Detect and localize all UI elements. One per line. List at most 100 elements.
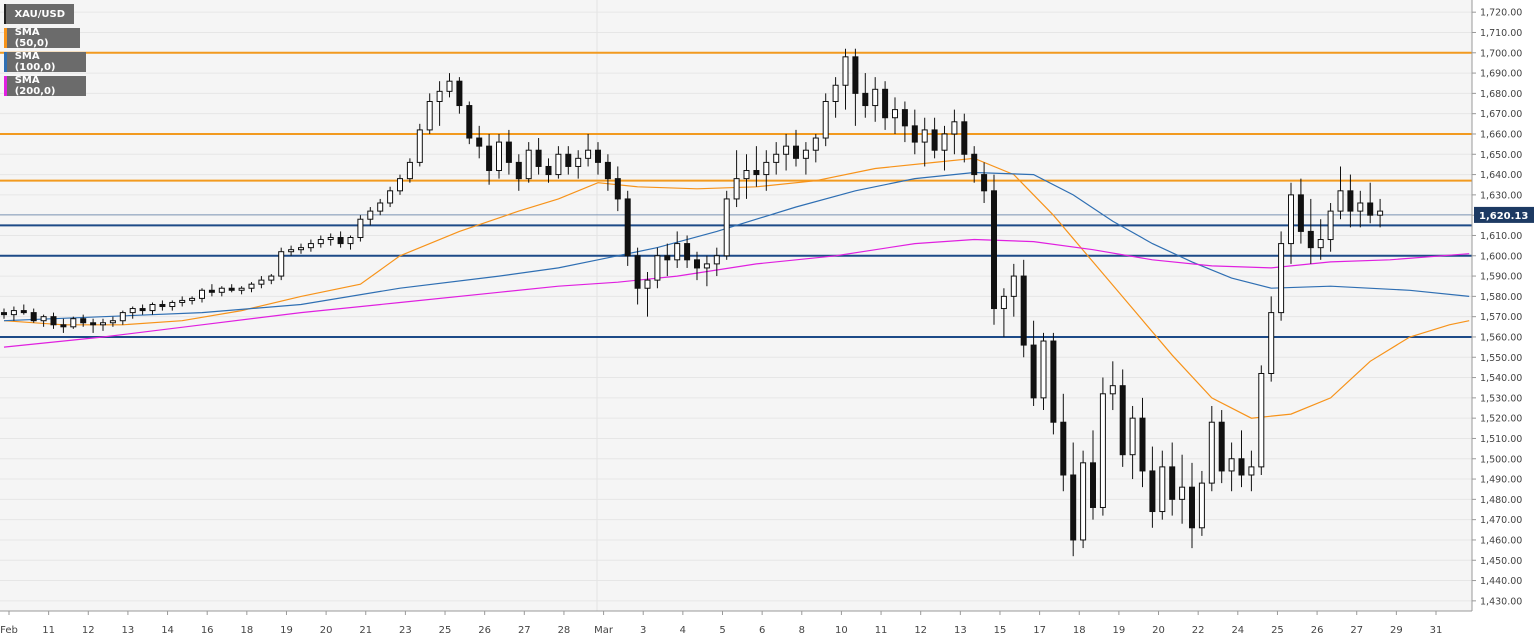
- y-tick-label: 1,510.00: [1480, 434, 1522, 445]
- legend-item: SMA (50,0): [4, 27, 80, 49]
- candle-down: [793, 145, 799, 159]
- y-tick-label: 1,720.00: [1480, 8, 1522, 19]
- x-tick-label: 25: [1271, 625, 1284, 636]
- candle-down: [1060, 421, 1067, 476]
- candle-up: [496, 141, 502, 172]
- candle-up: [1080, 462, 1087, 541]
- candle-down: [1238, 458, 1245, 476]
- x-tick-label: 4: [680, 625, 686, 636]
- candle-up: [179, 299, 186, 303]
- candle-down: [595, 149, 601, 163]
- candle-up: [1099, 393, 1106, 508]
- candle-down: [1297, 194, 1304, 232]
- x-tick-label: 3: [640, 625, 646, 636]
- x-tick-label: 28: [558, 625, 571, 636]
- candle-down: [1189, 486, 1195, 529]
- candle-down: [624, 198, 631, 257]
- candle-up: [1258, 373, 1265, 468]
- candle-up: [10, 310, 17, 316]
- candle-down: [1347, 190, 1354, 212]
- candle-up: [169, 301, 176, 308]
- y-tick-label: 1,480.00: [1480, 495, 1522, 506]
- last-price-badge: [1474, 206, 1534, 223]
- y-tick-label: 1,660.00: [1480, 129, 1522, 140]
- candle-up: [951, 121, 958, 135]
- candle-up: [733, 178, 740, 200]
- candle-down: [20, 310, 27, 314]
- y-tick-label: 1,600.00: [1480, 251, 1522, 262]
- candle-down: [456, 80, 463, 107]
- candle-up: [1268, 312, 1275, 375]
- candle-down: [486, 145, 493, 172]
- candle-up: [575, 157, 582, 167]
- candle-down: [565, 153, 572, 167]
- x-tick-label: 20: [320, 625, 333, 636]
- candle-down: [466, 105, 473, 139]
- x-tick-label: 20: [1152, 625, 1165, 636]
- x-tick-label: 22: [1192, 625, 1205, 636]
- candle-down: [1139, 417, 1146, 472]
- candle-up: [436, 90, 443, 102]
- candle-up: [1327, 210, 1334, 241]
- x-tick-label: 19: [1113, 625, 1126, 636]
- sma-line: [3, 171, 1470, 322]
- candle-down: [139, 308, 146, 312]
- legend-swatch: [4, 28, 7, 48]
- legend-swatch: [4, 4, 7, 24]
- candle-down: [852, 56, 859, 94]
- candle-down: [337, 236, 344, 245]
- x-tick-label: 14: [161, 625, 174, 636]
- x-tick-label: 18: [240, 625, 253, 636]
- candle-up: [258, 279, 265, 285]
- legend-item: SMA (200,0): [4, 75, 86, 97]
- candle-up: [644, 279, 651, 289]
- legend-swatch: [4, 76, 7, 96]
- candle-up: [723, 198, 730, 257]
- candle-up: [40, 316, 47, 322]
- y-tick-label: 1,470.00: [1480, 515, 1522, 526]
- candle-up: [713, 255, 720, 265]
- candle-up: [347, 236, 354, 245]
- candle-up: [585, 149, 592, 159]
- candle-down: [1030, 344, 1037, 399]
- candle-down: [1169, 466, 1176, 500]
- candle-up: [812, 137, 819, 151]
- candle-up: [327, 236, 334, 241]
- legend-item: SMA (100,0): [4, 51, 86, 73]
- candle-down: [30, 312, 37, 322]
- candle-up: [149, 303, 156, 312]
- candle-up: [1179, 486, 1186, 500]
- y-tick-label: 1,560.00: [1480, 332, 1522, 343]
- x-tick-label: 17: [1033, 625, 1046, 636]
- x-tick-label: 13: [122, 625, 135, 636]
- candle-up: [446, 80, 453, 92]
- y-tick-label: 1,700.00: [1480, 48, 1522, 59]
- candle-up: [70, 318, 77, 328]
- candle-down: [515, 161, 522, 180]
- legend-label: SMA (100,0): [14, 51, 56, 73]
- y-tick-label: 1,640.00: [1480, 170, 1522, 181]
- candle-up: [119, 312, 126, 322]
- candle-up: [1198, 482, 1205, 529]
- candle-up: [872, 88, 879, 107]
- y-tick-label: 1,530.00: [1480, 393, 1522, 404]
- y-tick-label: 1,440.00: [1480, 576, 1522, 587]
- candle-up: [189, 297, 196, 301]
- candle-up: [555, 153, 562, 176]
- candle-up: [1337, 190, 1344, 212]
- candle-up: [832, 84, 839, 102]
- x-tick-label: 11: [875, 625, 888, 636]
- candle-up: [674, 243, 681, 261]
- y-tick-label: 1,540.00: [1480, 373, 1522, 384]
- candle-up: [743, 170, 750, 180]
- y-tick-label: 1,570.00: [1480, 312, 1522, 323]
- candle-down: [961, 121, 968, 155]
- x-tick-label: 12: [914, 625, 927, 636]
- candle-down: [684, 243, 691, 261]
- candle-up: [377, 202, 384, 212]
- candle-down: [505, 141, 512, 163]
- x-tick-label: 12: [82, 625, 95, 636]
- x-tick-label: 10: [835, 625, 848, 636]
- y-tick-label: 1,610.00: [1480, 231, 1522, 242]
